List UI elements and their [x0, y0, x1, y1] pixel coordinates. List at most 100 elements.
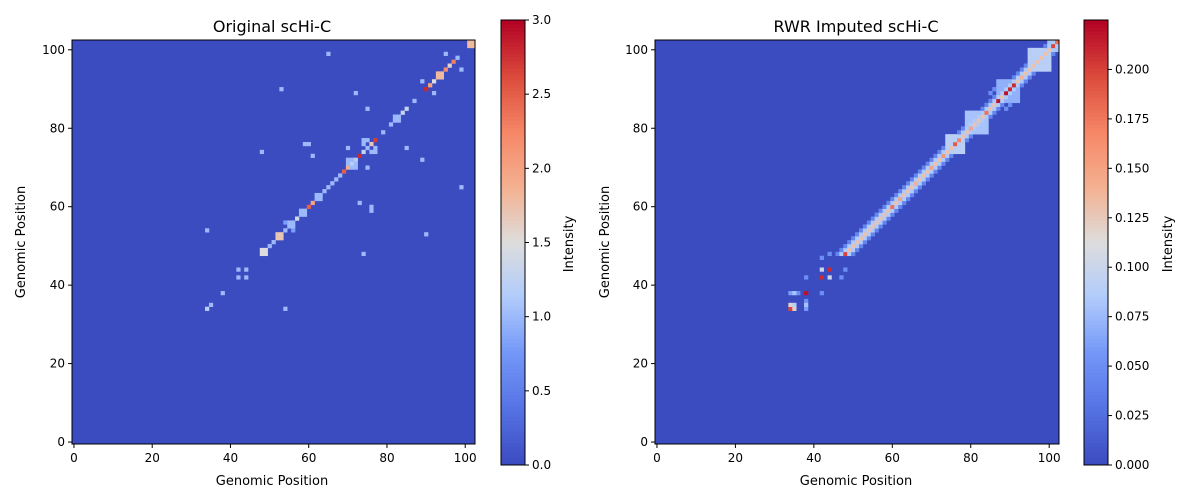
- heatmap-cell: [894, 196, 899, 202]
- colorbar-segment: [1084, 387, 1108, 392]
- colorbar-segment: [1084, 105, 1108, 110]
- y-tick-label: 80: [633, 121, 648, 135]
- colorbar-segment: [1084, 405, 1108, 410]
- heatmap-cell: [1008, 98, 1013, 104]
- heatmap-cell: [1047, 43, 1052, 49]
- heatmap-cell: [957, 149, 962, 155]
- colorbar-segment: [501, 364, 525, 370]
- y-axis: 0 20 40 60 80 100: [625, 43, 655, 449]
- heatmap-cells: [72, 40, 476, 444]
- colorbar-segment: [501, 216, 525, 221]
- heatmap-cell: [878, 208, 883, 213]
- heatmap-cell: [921, 165, 926, 170]
- y-tick-label: 0: [640, 435, 648, 449]
- heatmap-cell: [890, 208, 895, 213]
- colorbar-segment: [1084, 416, 1108, 421]
- heatmap-cell: [984, 114, 989, 119]
- heatmap-cell: [882, 216, 887, 221]
- heatmap-cell: [404, 145, 409, 151]
- chart-title: RWR Imputed scHi-C: [773, 17, 938, 36]
- colorbar-segment: [501, 249, 525, 255]
- colorbar-segment: [1084, 112, 1108, 117]
- colorbar-segment: [1084, 53, 1108, 58]
- colorbar-segment: [501, 205, 525, 210]
- colorbar-segment: [501, 368, 525, 373]
- colorbar-segment: [1084, 27, 1108, 32]
- heatmap-cell: [906, 185, 911, 190]
- heatmap-cell: [902, 196, 907, 202]
- colorbar-segment: [501, 320, 525, 325]
- heatmap-cell: [862, 224, 868, 229]
- heatmap-cell: [886, 216, 891, 221]
- heatmap-cell: [1027, 47, 1032, 53]
- heatmap-cell: [341, 169, 347, 174]
- colorbar-segment: [501, 49, 525, 54]
- colorbar-tick-label: 0.000: [1115, 458, 1149, 472]
- heatmap-cell: [953, 145, 958, 151]
- heatmap-cell: [310, 200, 315, 206]
- heatmap-cell: [862, 240, 868, 245]
- heatmap-cell: [1015, 94, 1021, 100]
- heatmap-cell: [980, 118, 985, 123]
- colorbar-segment: [1084, 420, 1108, 425]
- heatmap-cell: [353, 157, 358, 162]
- colorbar-segment: [1084, 457, 1108, 462]
- colorbar-tick-label: 2.5: [532, 87, 551, 101]
- heatmap-cell: [843, 267, 848, 272]
- heatmap-cell: [1027, 55, 1032, 60]
- colorbar-segment: [501, 416, 525, 421]
- colorbar-segment: [501, 346, 525, 351]
- heatmap-cell: [960, 126, 966, 131]
- x-tick-label: 20: [728, 451, 743, 465]
- heatmap-cell: [447, 63, 452, 68]
- heatmap-cell: [862, 232, 868, 237]
- heatmap-rwr-imputed: RWR Imputed scHi-C 0 20 40 60 80 100 0 20 40 60 8…: [598, 17, 1176, 489]
- heatmap-cell: [467, 40, 472, 45]
- heatmap-cell: [984, 106, 989, 111]
- heatmap-cell: [866, 232, 872, 237]
- colorbar-segment: [501, 435, 525, 440]
- y-tick-label: 60: [50, 200, 65, 214]
- colorbar-segment: [501, 27, 525, 32]
- y-tick-label: 80: [50, 121, 65, 135]
- heatmap-cell: [314, 192, 319, 198]
- heatmap-cell: [471, 40, 476, 45]
- heatmap-cell: [968, 110, 974, 115]
- heatmap-cell: [279, 87, 284, 92]
- heatmap-cell: [972, 122, 977, 127]
- heatmap-cell: [1019, 71, 1024, 76]
- heatmap-cell: [365, 145, 370, 151]
- heatmap-cell: [992, 94, 997, 100]
- heatmap-cell: [894, 204, 899, 209]
- colorbar-segment: [501, 450, 525, 455]
- colorbar-segment: [1084, 272, 1108, 277]
- colorbar-segment: [1084, 461, 1108, 466]
- colorbar-segment: [501, 298, 525, 303]
- heatmap-cell: [839, 247, 844, 253]
- heatmap-cell: [937, 157, 942, 162]
- colorbar-segment: [1084, 298, 1108, 303]
- colorbar-segment: [501, 327, 525, 332]
- colorbar-tick-label: 0.075: [1115, 310, 1149, 324]
- heatmap-cell: [945, 153, 950, 158]
- heatmap-cell: [988, 90, 993, 96]
- colorbar-segment: [501, 190, 525, 195]
- heatmap-cell: [1047, 51, 1052, 56]
- colorbar-segment: [501, 272, 525, 277]
- colorbar-segment: [501, 372, 525, 377]
- colorbar-segment: [1084, 183, 1108, 188]
- heatmap-cell: [925, 177, 930, 182]
- colorbar-segment: [501, 261, 525, 266]
- y-tick-label: 40: [633, 278, 648, 292]
- heatmap-cell: [827, 275, 832, 280]
- colorbar-segment: [1084, 268, 1108, 273]
- heatmap-cell: [259, 247, 265, 253]
- heatmap-cell: [263, 247, 268, 253]
- heatmap-cell: [949, 138, 954, 143]
- heatmap-cell: [996, 106, 1001, 111]
- heatmap-cell: [898, 204, 903, 209]
- colorbar-segment: [1084, 335, 1108, 340]
- heatmap-cell: [1047, 47, 1052, 53]
- colorbar-label: Intensity: [562, 215, 577, 272]
- heatmap-cell: [960, 138, 966, 143]
